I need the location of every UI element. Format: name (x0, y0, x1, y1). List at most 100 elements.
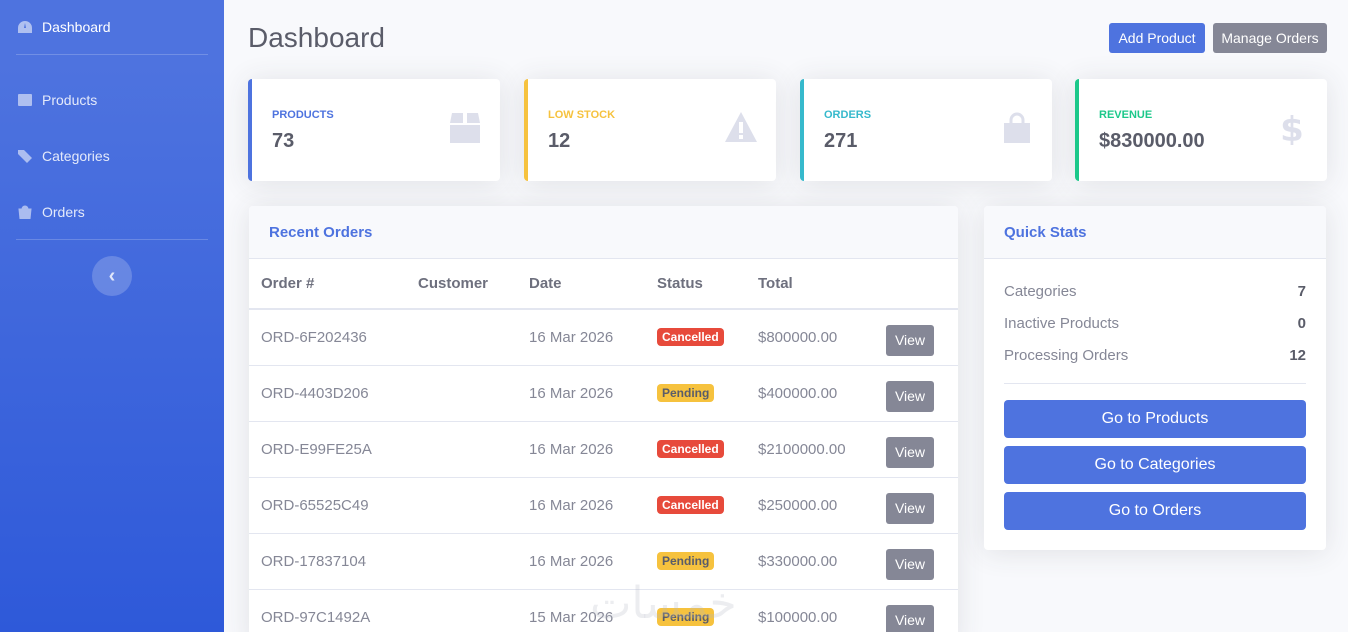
column-header-total: Total (746, 259, 874, 310)
order-id: ORD-17837104 (249, 533, 406, 590)
view-button[interactable]: View (886, 324, 934, 356)
view-button[interactable]: View (886, 492, 934, 524)
order-id: ORD-97C1492A (249, 589, 406, 632)
go-to-categories-button[interactable]: Go to Categories (1004, 446, 1306, 484)
sidebar-item-label: Categories (42, 148, 110, 164)
order-date: 16 Mar 2026 (517, 477, 645, 534)
sidebar-item-label: Orders (42, 204, 85, 220)
status-badge: Pending (657, 608, 715, 626)
watermark: خمسات (590, 578, 737, 629)
warning-icon (724, 111, 758, 145)
order-date: 16 Mar 2026 (517, 365, 645, 422)
recent-orders-card: Recent Orders Order # Customer Date Stat… (249, 206, 958, 632)
page-title: Dashboard (248, 22, 385, 53)
quick-stat-value: 7 (1297, 283, 1306, 300)
order-total: $250000.00 (746, 477, 874, 534)
manage-orders-button[interactable]: Manage Orders (1213, 23, 1327, 53)
status-badge: Pending (657, 552, 715, 570)
box-icon (448, 111, 482, 145)
go-to-products-button[interactable]: Go to Products (1004, 400, 1306, 438)
order-date: 15 Mar 2026 (517, 589, 645, 632)
order-date: 16 Mar 2026 (517, 533, 645, 590)
tags-icon (17, 149, 33, 163)
quick-stats-divider (1004, 383, 1306, 384)
quick-stat-row: Inactive Products 0 (1004, 315, 1306, 332)
order-date: 16 Mar 2026 (517, 309, 645, 366)
recent-orders-table: Order # Customer Date Status Total ORD-6… (249, 259, 958, 632)
customer (406, 365, 517, 422)
go-to-orders-button[interactable]: Go to Orders (1004, 492, 1306, 530)
customer (406, 589, 517, 632)
order-date: 16 Mar 2026 (517, 421, 645, 478)
dashboard-icon (17, 20, 33, 34)
status-badge: Pending (657, 384, 715, 402)
order-total: $800000.00 (746, 309, 874, 366)
view-button[interactable]: View (886, 604, 934, 632)
customer (406, 477, 517, 534)
status-badge: Cancelled (657, 328, 724, 347)
dollar-icon: $ (1275, 111, 1309, 145)
view-button[interactable]: View (886, 548, 934, 580)
status-badge: Cancelled (657, 496, 724, 514)
quick-stats-title: Quick Stats (984, 206, 1326, 259)
quick-stat-row: Categories 7 (1004, 283, 1306, 300)
table-row: ORD-17837104 16 Mar 2026 Pending $330000… (249, 533, 958, 590)
customer (406, 421, 517, 478)
stat-value: 12 (548, 130, 571, 152)
sidebar-toggle-button[interactable]: ‹ (92, 256, 132, 296)
sidebar-divider (16, 54, 208, 55)
quick-stat-value: 0 (1297, 315, 1306, 332)
view-button[interactable]: View (886, 380, 934, 412)
stat-value: 73 (272, 130, 295, 152)
sidebar: Dashboard Products Categories Orders ‹ (0, 0, 224, 632)
column-header-actions (874, 259, 958, 310)
stat-label: PRODUCTS (272, 109, 334, 121)
table-row: ORD-6F202436 16 Mar 2026 Cancelled $8000… (249, 309, 958, 366)
stat-label: REVENUE (1099, 109, 1153, 121)
products-icon (17, 93, 33, 107)
quick-stat-row: Processing Orders 12 (1004, 347, 1306, 364)
stat-value: 271 (824, 130, 858, 152)
svg-text:$: $ (1280, 111, 1304, 145)
order-id: ORD-4403D206 (249, 365, 406, 422)
order-id: ORD-E99FE25A (249, 421, 406, 478)
quick-stat-label: Processing Orders (1004, 347, 1129, 364)
table-row: ORD-97C1492A 15 Mar 2026 Pending $100000… (249, 589, 958, 632)
view-button[interactable]: View (886, 436, 934, 468)
order-id: ORD-6F202436 (249, 309, 406, 366)
add-product-button[interactable]: Add Product (1109, 23, 1205, 53)
sidebar-item-products[interactable]: Products (17, 92, 97, 108)
bag-icon (17, 205, 33, 219)
table-row: ORD-65525C49 16 Mar 2026 Cancelled $2500… (249, 477, 958, 534)
shopping-bag-icon (1000, 111, 1034, 145)
recent-orders-title: Recent Orders (249, 206, 958, 259)
sidebar-item-label: Dashboard (42, 19, 111, 35)
column-header-date: Date (517, 259, 645, 310)
status-badge: Cancelled (657, 440, 724, 458)
chevron-left-icon: ‹ (108, 265, 116, 287)
customer (406, 533, 517, 590)
sidebar-item-dashboard[interactable]: Dashboard (17, 19, 111, 35)
table-header-row: Order # Customer Date Status Total (249, 259, 958, 310)
sidebar-item-categories[interactable]: Categories (17, 148, 110, 164)
order-total: $400000.00 (746, 365, 874, 422)
sidebar-item-label: Products (42, 92, 98, 108)
stat-card-low-stock: LOW STOCK 12 (524, 79, 776, 181)
stat-label: ORDERS (824, 109, 872, 121)
stat-card-orders: ORDERS 271 (800, 79, 1052, 181)
table-row: ORD-E99FE25A 16 Mar 2026 Cancelled $2100… (249, 421, 958, 478)
quick-stats-card: Quick Stats Categories 7 Inactive Produc… (984, 206, 1326, 550)
table-row: ORD-4403D206 16 Mar 2026 Pending $400000… (249, 365, 958, 422)
order-total: $100000.00 (746, 589, 874, 632)
column-header-status: Status (645, 259, 746, 310)
quick-stat-label: Inactive Products (1004, 315, 1120, 332)
column-header-customer: Customer (406, 259, 517, 310)
quick-stat-label: Categories (1004, 283, 1077, 300)
sidebar-divider (16, 239, 208, 240)
sidebar-item-orders[interactable]: Orders (17, 204, 85, 220)
stat-card-revenue: REVENUE $830000.00 $ (1075, 79, 1327, 181)
stat-value: $830000.00 (1099, 130, 1205, 152)
column-header-order: Order # (249, 259, 406, 310)
order-id: ORD-65525C49 (249, 477, 406, 534)
stat-card-products: PRODUCTS 73 (248, 79, 500, 181)
